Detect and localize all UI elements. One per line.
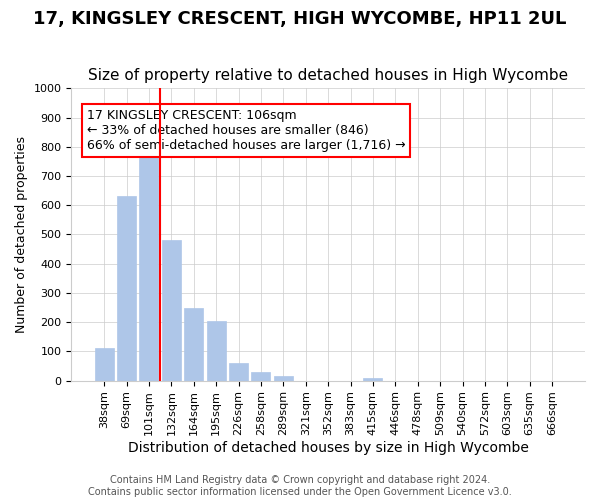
- Text: 17, KINGSLEY CRESCENT, HIGH WYCOMBE, HP11 2UL: 17, KINGSLEY CRESCENT, HIGH WYCOMBE, HP1…: [34, 10, 566, 28]
- X-axis label: Distribution of detached houses by size in High Wycombe: Distribution of detached houses by size …: [128, 441, 529, 455]
- Bar: [117, 196, 136, 380]
- Bar: [206, 320, 226, 380]
- Y-axis label: Number of detached properties: Number of detached properties: [15, 136, 28, 333]
- Bar: [95, 348, 113, 380]
- Text: 17 KINGSLEY CRESCENT: 106sqm
← 33% of detached houses are smaller (846)
66% of s: 17 KINGSLEY CRESCENT: 106sqm ← 33% of de…: [86, 109, 406, 152]
- Title: Size of property relative to detached houses in High Wycombe: Size of property relative to detached ho…: [88, 68, 568, 83]
- Bar: [274, 376, 293, 380]
- Bar: [184, 308, 203, 380]
- Bar: [229, 363, 248, 380]
- Bar: [162, 240, 181, 380]
- Bar: [251, 372, 271, 380]
- Bar: [139, 147, 158, 380]
- Bar: [364, 378, 382, 380]
- Text: Contains HM Land Registry data © Crown copyright and database right 2024.
Contai: Contains HM Land Registry data © Crown c…: [88, 476, 512, 497]
